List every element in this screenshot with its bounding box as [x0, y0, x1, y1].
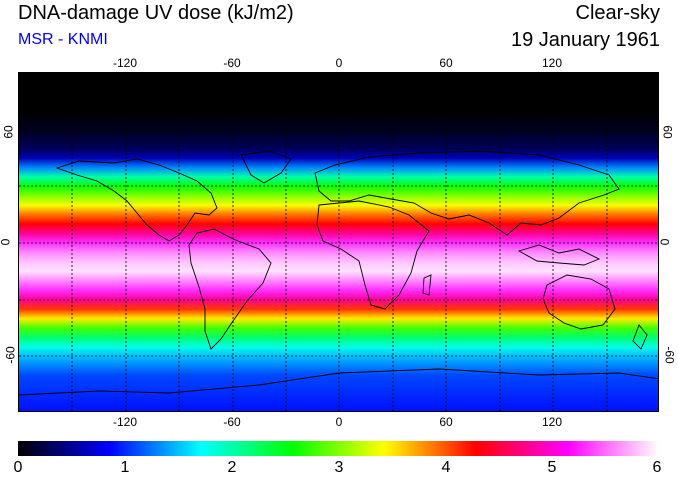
coastline-africa	[316, 200, 430, 310]
coastline-north-america	[55, 158, 218, 242]
lon-tick-bottom: -60	[223, 415, 241, 429]
colorbar-tick: 3	[334, 459, 344, 476]
lat-tick-left: -60	[3, 346, 18, 364]
colorbar-tick: 5	[547, 459, 557, 476]
coastline-greenland	[240, 150, 292, 184]
coastline-antarctica	[19, 368, 658, 396]
lon-tick-top: -120	[112, 56, 138, 70]
lat-tick-left: 60	[1, 125, 16, 139]
map-title: DNA-damage UV dose (kJ/m2)	[18, 2, 294, 24]
lon-tick-bottom: 60	[439, 415, 453, 429]
colorbar-tick: 6	[652, 459, 662, 476]
uv-dose-field	[19, 73, 658, 411]
lon-tick-bottom: -120	[112, 415, 138, 429]
lon-tick-bottom: 0	[335, 415, 343, 429]
lon-tick-top: -60	[223, 56, 241, 70]
colorbar-fill	[18, 441, 659, 456]
coastline-maritime-continent	[517, 244, 601, 266]
lon-tick-bottom: 120	[541, 415, 563, 429]
coastline-australia	[542, 274, 616, 330]
lat-tick-right: -60	[662, 346, 677, 364]
coastline-south-america	[188, 228, 272, 350]
source-label: MSR - KNMI	[18, 31, 108, 48]
lon-tick-top: 120	[541, 56, 563, 70]
lon-tick-top: 0	[335, 56, 343, 70]
colorbar-tick: 0	[13, 459, 23, 476]
coastlines	[19, 150, 658, 396]
colorbar-tick: 1	[120, 459, 130, 476]
coastline-new-zealand	[632, 324, 648, 350]
coastline-eurasia	[314, 150, 620, 236]
lat-tick-right: 0	[657, 238, 672, 246]
lon-tick-top: 60	[439, 56, 453, 70]
colorbar	[18, 441, 659, 456]
lat-tick-left: 0	[0, 239, 12, 246]
graticule	[19, 73, 658, 411]
colorbar-tick: 2	[227, 459, 237, 476]
date-label: 19 January 1961	[510, 29, 660, 51]
sky-condition-label: Clear-sky	[575, 2, 660, 24]
coastline-madagascar	[422, 274, 432, 296]
lat-tick-right: 60	[660, 125, 675, 139]
colorbar-tick: 4	[441, 459, 451, 476]
uv-dose-map	[18, 72, 659, 412]
map-canvas	[19, 73, 658, 411]
